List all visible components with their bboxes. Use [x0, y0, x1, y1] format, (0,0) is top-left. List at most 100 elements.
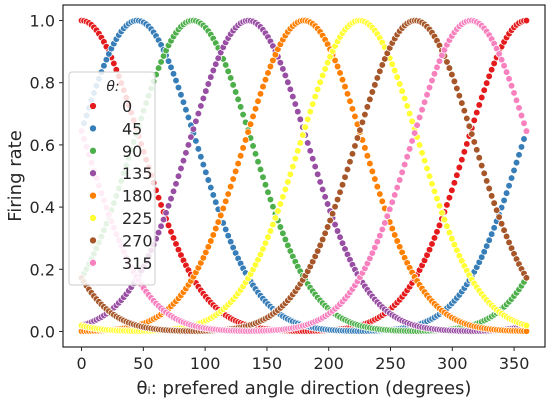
data-point [212, 198, 220, 206]
data-point [254, 97, 262, 105]
data-point [388, 60, 396, 68]
data-point [184, 113, 193, 122]
data-point [455, 92, 464, 100]
data-point [338, 181, 347, 189]
legend-box [68, 71, 156, 286]
data-point [440, 215, 449, 224]
data-point [398, 87, 406, 95]
data-point [224, 190, 232, 198]
data-point [286, 85, 294, 93]
data-point [222, 225, 230, 234]
data-point [376, 67, 384, 75]
data-point [517, 111, 526, 120]
data-point [363, 152, 372, 160]
data-point [209, 66, 217, 75]
data-point [415, 141, 424, 149]
x-tick-label: 250 [375, 354, 406, 373]
x-tick-label: 100 [190, 354, 221, 373]
data-point [296, 139, 304, 147]
data-point [209, 191, 217, 199]
data-point [266, 195, 275, 204]
data-point [276, 200, 285, 208]
data-point [388, 224, 396, 233]
data-point [433, 228, 441, 236]
data-point [234, 95, 242, 104]
data-point [224, 232, 232, 240]
data-point [212, 224, 220, 233]
data-point [433, 63, 441, 71]
data-point [363, 103, 372, 111]
data-point [435, 221, 444, 230]
legend-label-315: 315 [122, 254, 153, 273]
legend-label-270: 270 [122, 231, 153, 250]
data-point [420, 98, 429, 106]
legend-marker-0 [89, 102, 97, 110]
data-point [490, 224, 498, 232]
data-point [294, 147, 302, 155]
data-point [207, 183, 215, 192]
data-point [199, 160, 207, 169]
data-point [445, 194, 454, 202]
data-point [450, 179, 459, 187]
data-point [182, 149, 190, 157]
data-point [336, 69, 344, 77]
data-point [284, 78, 292, 86]
data-point [500, 226, 508, 234]
data-point [453, 84, 461, 93]
data-point [512, 96, 521, 104]
data-point [321, 65, 329, 73]
data-point [410, 129, 419, 137]
data-point [485, 184, 493, 193]
data-point [398, 168, 406, 176]
data-point [254, 157, 262, 166]
data-point [266, 227, 275, 235]
y-tick-label: 0.4 [30, 198, 55, 217]
data-point [271, 214, 280, 222]
data-point [428, 180, 436, 188]
data-point [420, 157, 429, 165]
data-point [500, 62, 508, 70]
data-point [323, 223, 332, 231]
data-point [373, 182, 381, 191]
data-point [522, 127, 531, 135]
data-point [177, 164, 185, 173]
data-point [212, 60, 220, 68]
data-point [231, 167, 240, 176]
data-point [217, 211, 225, 220]
y-tick-label: 1.0 [30, 12, 55, 31]
data-point [401, 160, 409, 169]
data-point [172, 180, 180, 188]
data-point [309, 100, 317, 108]
data-point [510, 166, 518, 175]
data-point [234, 159, 242, 168]
data-point [100, 62, 108, 70]
data-point [264, 233, 272, 241]
data-point [386, 205, 394, 213]
data-point [164, 221, 173, 230]
data-point [236, 103, 245, 111]
data-point [167, 228, 175, 236]
data-point [229, 81, 237, 89]
data-point [401, 94, 409, 103]
data-point [351, 112, 359, 121]
x-tick-label: 50 [133, 354, 153, 373]
data-point [162, 209, 170, 217]
data-point [391, 191, 399, 199]
data-point [470, 116, 478, 124]
data-point [333, 227, 342, 235]
data-point [522, 321, 531, 330]
data-point [259, 173, 267, 181]
data-point [343, 90, 352, 98]
legend-label-225: 225 [122, 209, 153, 228]
data-point [381, 219, 389, 227]
data-point [445, 228, 454, 237]
data-point [478, 93, 486, 102]
data-point [388, 198, 396, 206]
data-point [281, 185, 290, 194]
data-point [383, 212, 391, 220]
data-point [418, 149, 426, 157]
data-point [264, 69, 272, 77]
data-point [505, 75, 513, 83]
data-point [448, 70, 456, 79]
data-point [391, 231, 399, 239]
